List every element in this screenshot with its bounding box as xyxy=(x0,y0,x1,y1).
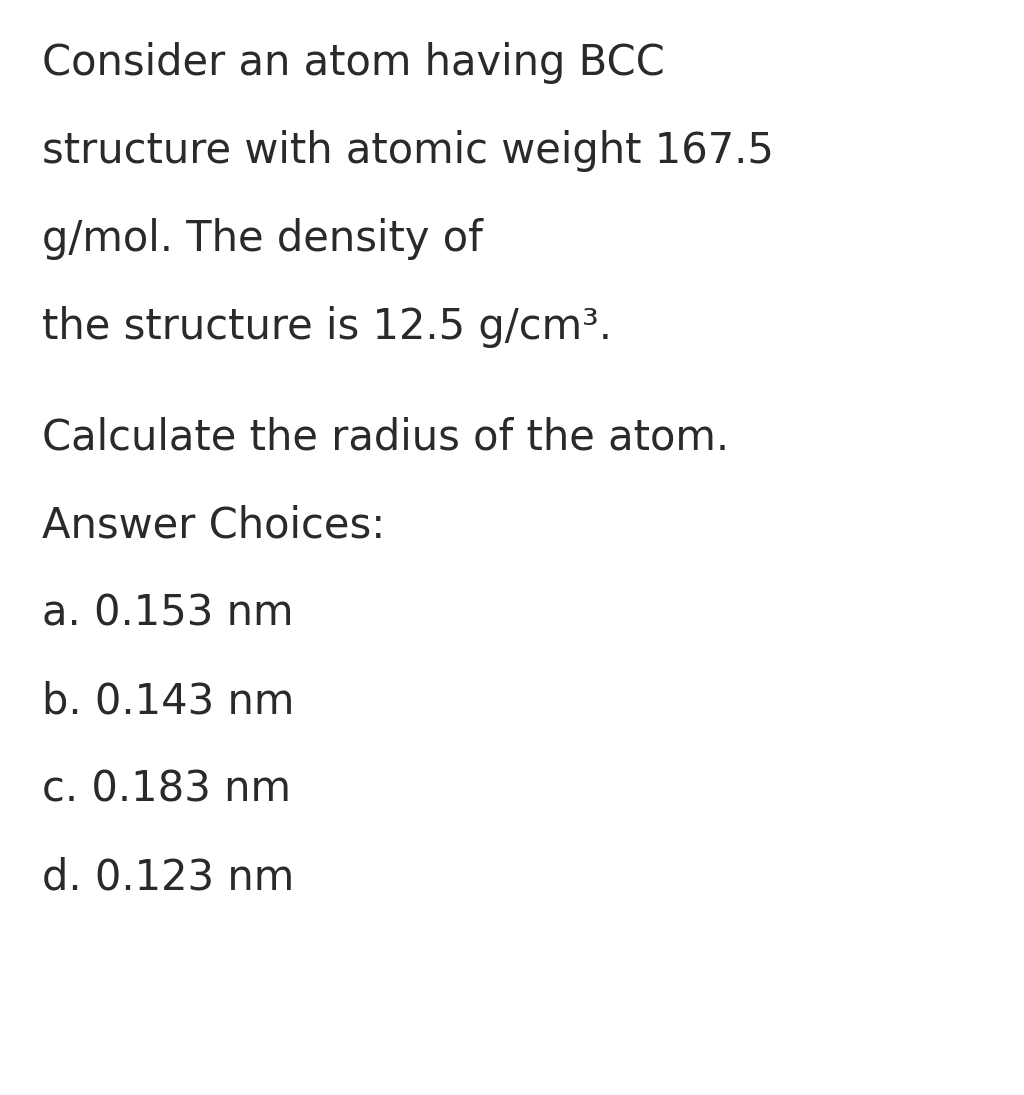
Text: d. 0.123 nm: d. 0.123 nm xyxy=(42,856,294,898)
Text: Consider an atom having BCC: Consider an atom having BCC xyxy=(42,42,665,84)
Text: a. 0.153 nm: a. 0.153 nm xyxy=(42,592,294,634)
Text: Answer Choices:: Answer Choices: xyxy=(42,504,385,546)
Text: g/mol. The density of: g/mol. The density of xyxy=(42,218,483,260)
Text: the structure is 12.5 g/cm³.: the structure is 12.5 g/cm³. xyxy=(42,306,612,348)
Text: b. 0.143 nm: b. 0.143 nm xyxy=(42,680,294,722)
Text: c. 0.183 nm: c. 0.183 nm xyxy=(42,768,291,810)
Text: Calculate the radius of the atom.: Calculate the radius of the atom. xyxy=(42,416,729,458)
Text: structure with atomic weight 167.5: structure with atomic weight 167.5 xyxy=(42,130,774,172)
